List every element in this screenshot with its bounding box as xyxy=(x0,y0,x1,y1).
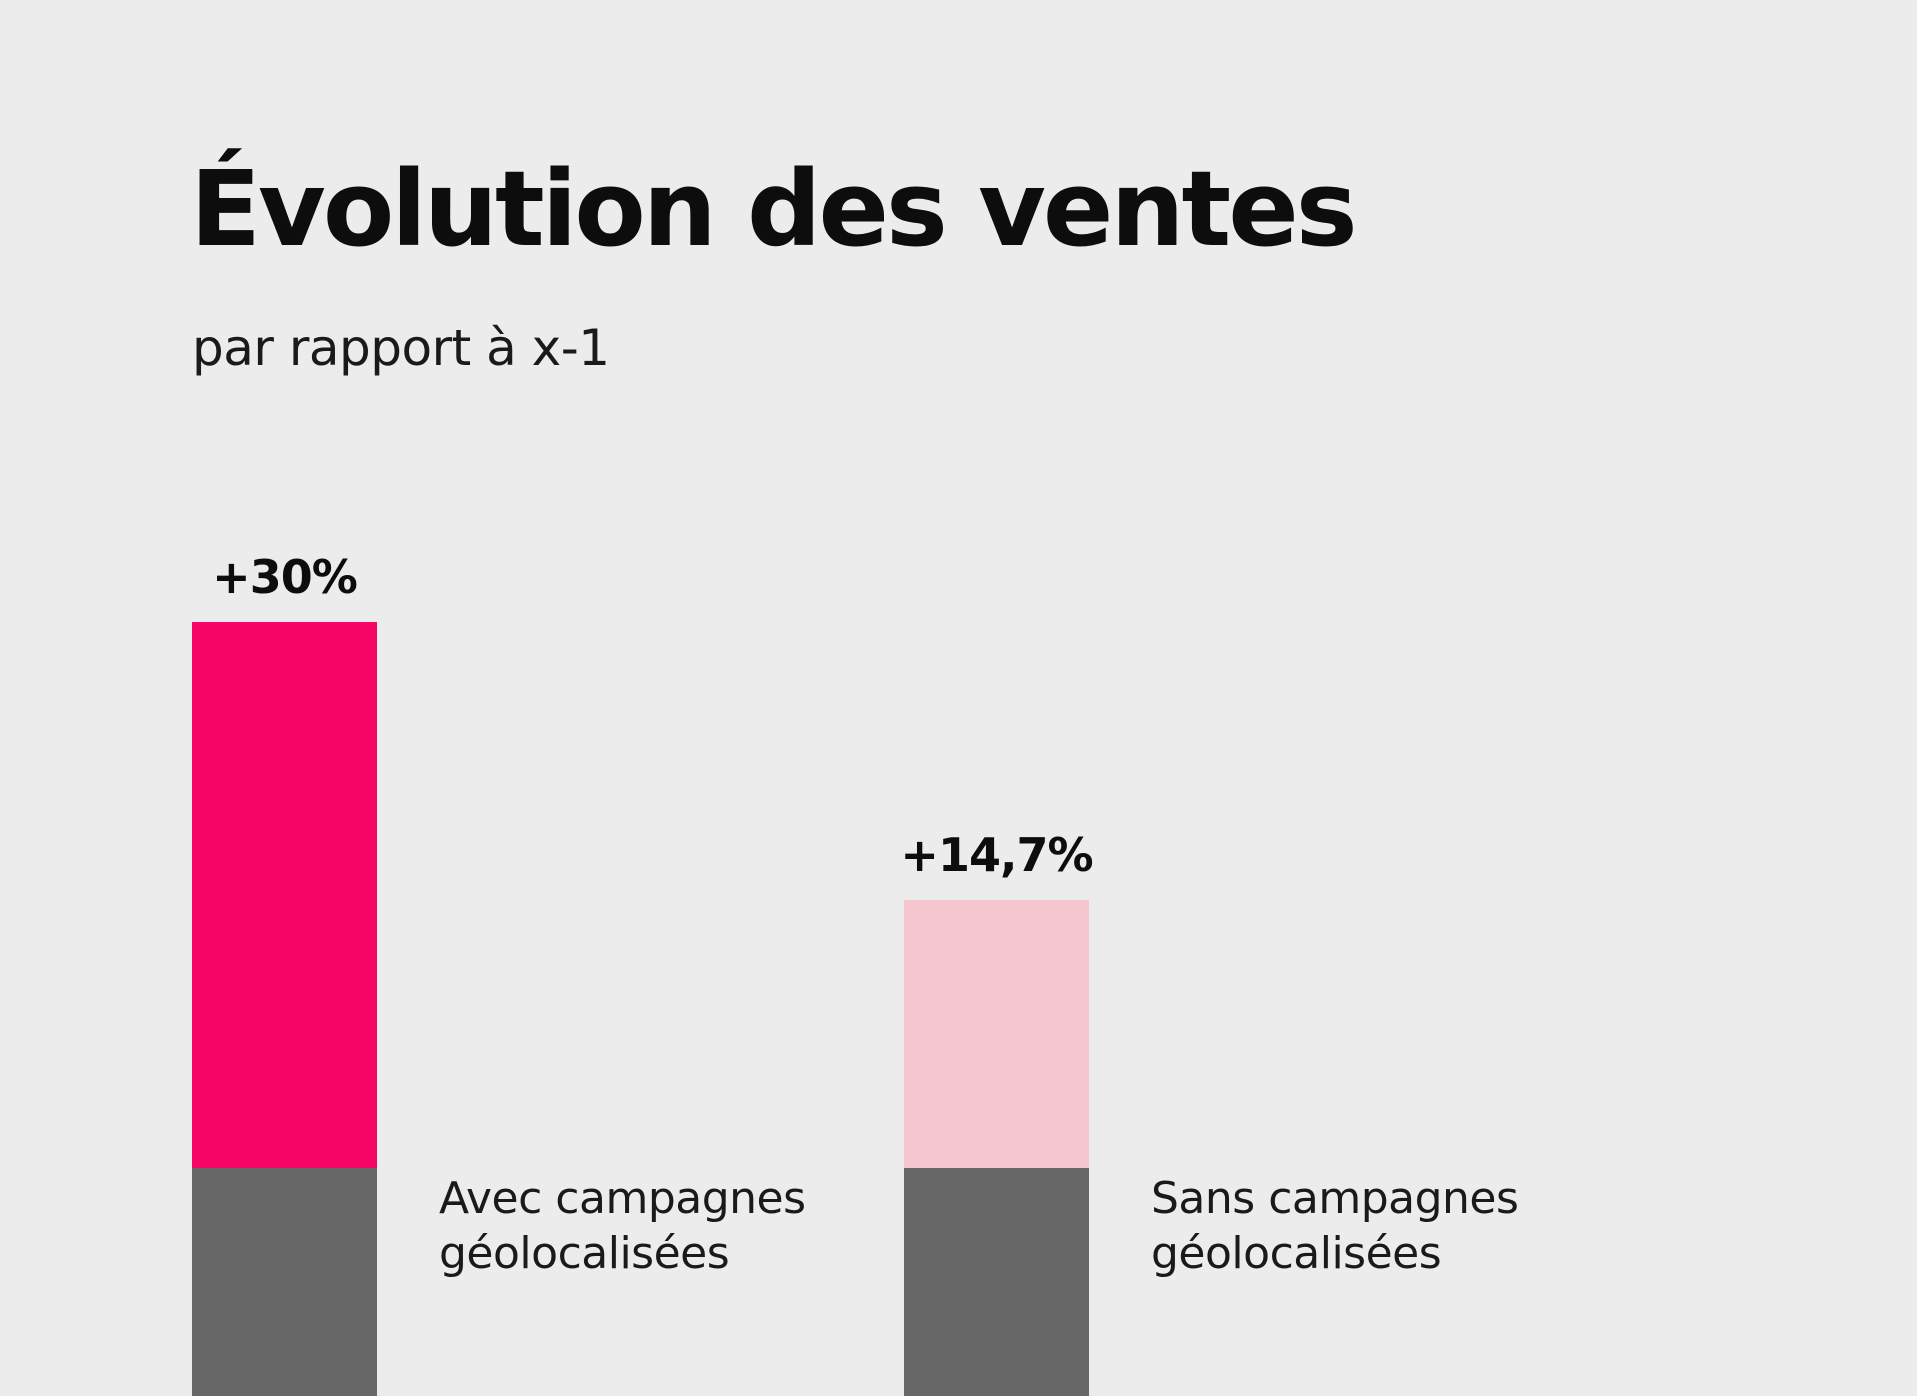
value-label-2: +14,7% xyxy=(900,828,1093,882)
category-label-1-line-2: géolocalisées xyxy=(439,1228,730,1279)
value-label-1: +30% xyxy=(212,550,358,604)
category-label-2: Sans campagnes géolocalisées xyxy=(1151,1171,1571,1281)
category-label-2-line-1: Sans campagnes xyxy=(1151,1173,1519,1224)
category-label-1-line-1: Avec campagnes xyxy=(439,1173,806,1224)
category-label-2-line-2: géolocalisées xyxy=(1151,1228,1442,1279)
chart-subtitle: par rapport à x-1 xyxy=(192,319,610,377)
bar-1 xyxy=(192,622,377,1168)
bar-2 xyxy=(904,900,1089,1168)
bar-base-2 xyxy=(904,1168,1089,1396)
bar-base-1 xyxy=(192,1168,377,1396)
chart-title: Évolution des ventes xyxy=(190,148,1358,270)
category-label-1: Avec campagnes géolocalisées xyxy=(439,1171,859,1281)
